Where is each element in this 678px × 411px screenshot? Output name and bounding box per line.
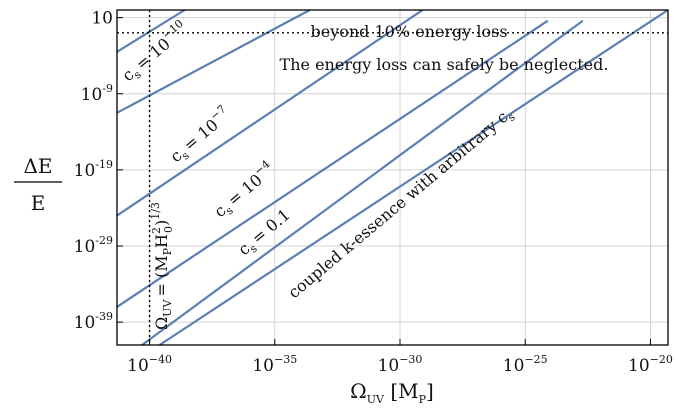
x-tick-label: 10−20	[628, 353, 673, 376]
x-tick-label: 10−25	[503, 353, 548, 376]
y-tick-label: 10	[91, 9, 113, 29]
y-tick-label: 10-39	[74, 310, 113, 333]
annotation-cs-0.1: cs= 0.1	[234, 205, 295, 261]
plot-frame	[116, 9, 669, 346]
x-tick-label: 10−40	[127, 353, 172, 376]
x-tick-label: 10−30	[378, 353, 423, 376]
y-tick-label: 10-19	[74, 158, 113, 181]
y-tick-label: 10-9	[81, 82, 113, 105]
annotation-coupled-k-essence: coupled k-essence with arbitrary cs	[284, 103, 518, 304]
grid-lines	[117, 10, 668, 345]
series-line-4	[116, 19, 549, 308]
series-line-3	[116, 9, 424, 217]
x-tick-labels: 10−40 10−35 10−30 10−25 10−20	[127, 353, 673, 376]
y-axis-label: ΔE E	[14, 154, 62, 215]
annotation-omega-uv-relation: ΩUV= (MPH20)1/3	[149, 202, 175, 330]
x-tick-label: 10−35	[252, 353, 297, 376]
tick-marks	[117, 17, 651, 345]
series-line-6	[158, 9, 669, 346]
svg-text:ΔE: ΔE	[23, 154, 52, 178]
annotation-beyond: beyond 10% energy loss	[310, 22, 507, 41]
y-tick-labels: 10 10-9 10-19 10-29 10-39	[74, 9, 113, 334]
annotation-cs-1e-4: cs= 10−4	[208, 157, 280, 223]
annotation-neglect: The energy loss can safely be neglected.	[280, 55, 609, 74]
svg-text:E: E	[31, 191, 46, 215]
series-line-5	[141, 19, 584, 346]
reference-lines	[117, 10, 668, 345]
x-axis-label: ΩUV [MP]	[350, 379, 434, 406]
series-line-1	[116, 9, 186, 53]
y-tick-label: 10-29	[74, 234, 113, 257]
